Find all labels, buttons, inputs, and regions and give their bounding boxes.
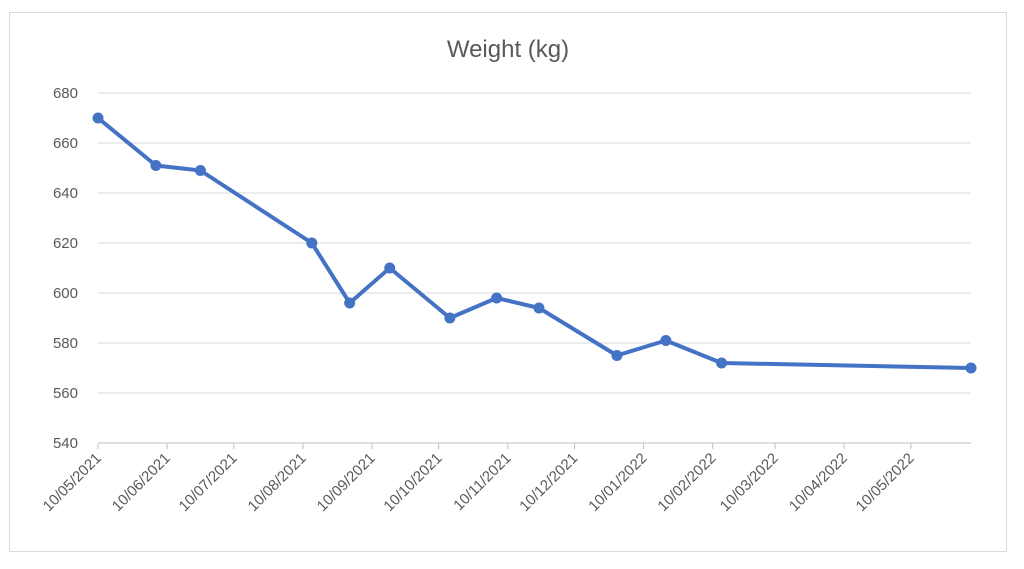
- gridlines: [98, 92, 971, 394]
- data-point: [306, 237, 318, 249]
- y-tick-label: 620: [53, 235, 78, 252]
- y-tick-label: 640: [53, 185, 78, 202]
- data-point: [611, 350, 623, 361]
- x-tick-label: 10/10/2021: [380, 450, 445, 515]
- data-point: [491, 292, 503, 304]
- y-tick-label: 540: [53, 435, 78, 452]
- y-tick-label: 680: [53, 85, 78, 102]
- y-tick-label: 660: [53, 135, 78, 152]
- x-axis: [97, 442, 971, 449]
- data-point: [384, 262, 396, 274]
- x-tick-label: 10/06/2021: [109, 450, 174, 515]
- data-point: [660, 335, 672, 346]
- data-point: [533, 302, 545, 314]
- x-tick-label: 10/04/2022: [786, 450, 851, 515]
- data-point: [444, 312, 456, 324]
- x-tick-label: 10/12/2021: [516, 450, 581, 515]
- x-tick-label: 10/05/2021: [40, 450, 105, 515]
- x-tick-label: 10/05/2022: [853, 450, 918, 515]
- chart-area: [9, 12, 1007, 552]
- x-axis-labels: 10/05/2021 10/06/2021 10/07/2021 10/08/2021…: [40, 450, 918, 515]
- data-point: [92, 112, 104, 124]
- x-tick-label: 10/11/2021: [450, 450, 514, 514]
- x-tick-label: 10/03/2022: [717, 450, 782, 515]
- chart-title: Weight (kg): [447, 36, 569, 63]
- data-point: [150, 160, 162, 171]
- data-point: [194, 165, 206, 176]
- y-tick-label: 580: [53, 335, 78, 352]
- data-point: [965, 362, 977, 374]
- x-tick-label: 10/01/2022: [585, 450, 650, 515]
- y-tick-label: 560: [53, 385, 78, 402]
- x-tick-label: 10/08/2021: [245, 450, 310, 515]
- data-point: [716, 357, 728, 369]
- x-tick-label: 10/09/2021: [314, 450, 379, 515]
- x-tick-label: 10/07/2021: [176, 450, 241, 515]
- y-axis: 540 560 580 600 620 640 660 680: [53, 85, 78, 452]
- series-layer: [92, 112, 977, 374]
- y-tick-label: 600: [53, 285, 78, 302]
- data-point: [344, 297, 356, 309]
- x-tick-label: 10/02/2022: [654, 450, 719, 515]
